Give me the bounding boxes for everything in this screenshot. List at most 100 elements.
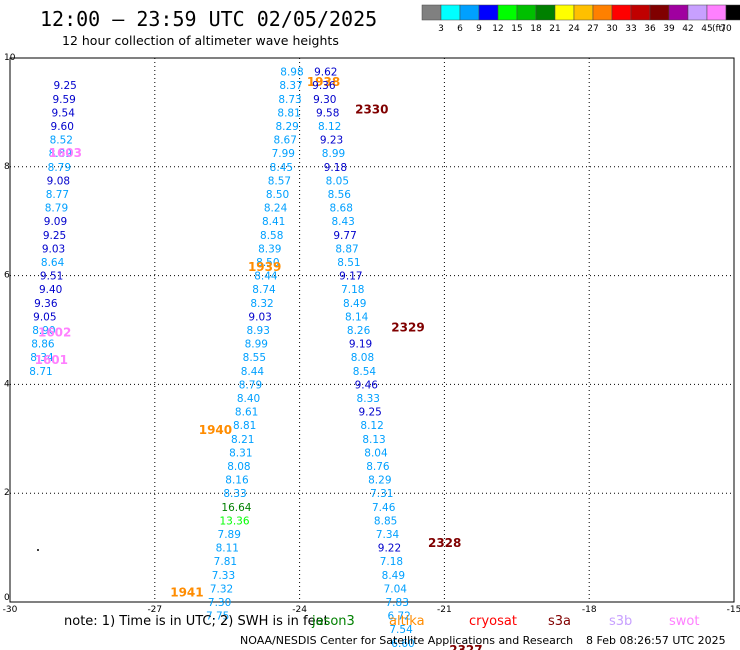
wave-height-point: 9.60 (51, 121, 74, 133)
colorbar-swatch (554, 4, 575, 21)
wave-height-point: 7.33 (212, 570, 235, 582)
timestamp-text: 8 Feb 08:26:57 UTC 2025 (586, 634, 726, 647)
wave-height-point: 9.03 (42, 243, 65, 255)
wave-height-point: 8.64 (41, 257, 65, 269)
pass-time-label: 2327 (449, 643, 482, 650)
colorbar-tick: 18 (530, 24, 542, 34)
y-tick-label: 2 (4, 488, 10, 498)
wave-height-point: 8.51 (337, 257, 360, 269)
wave-height-point: 7.99 (272, 148, 295, 160)
wave-height-point: 7.04 (384, 583, 408, 595)
pass-time-label: 1938 (307, 75, 340, 89)
wave-height-point: 9.59 (52, 94, 75, 106)
colorbar-swatch (516, 4, 537, 21)
colorbar-tick: 21 (549, 24, 560, 34)
colorbar-swatch (592, 4, 613, 21)
wave-height-point: 8.40 (237, 393, 260, 405)
wave-height-point: 9.51 (40, 271, 63, 283)
wave-height-point: 8.99 (322, 148, 345, 160)
wave-height-point: 8.79 (45, 203, 68, 215)
wave-height-point: 8.04 (364, 447, 388, 459)
wave-height-point: 9.36 (312, 80, 336, 92)
wave-height-point: 9.58 (316, 107, 339, 119)
x-tick-label: -15 (727, 605, 740, 615)
wave-height-point: 8.41 (262, 216, 285, 228)
colorbar-swatch (535, 4, 556, 21)
wave-height-point: 9.77 (333, 230, 356, 242)
stray-marker (37, 549, 39, 551)
track-2330: 9.629.36 9.309.58 8.12 9.238.99 9.188.05 8.56… (312, 67, 388, 310)
pass-time-label: 2328 (428, 536, 461, 550)
colorbar-tick: 27 (587, 24, 598, 34)
chart-subtitle: 12 hour collection of altimeter wave hei… (62, 33, 339, 48)
wave-height-point: 9.23 (320, 135, 343, 147)
colorbar-tick: 45 (701, 24, 712, 34)
footnote-note: note: 1) Time is in UTC; 2) SWH is in fe… (64, 614, 329, 629)
mission-jason3: jason3 (311, 614, 355, 629)
track-1603: 9.259.599.549.608.528.898.799.088.778.79… (39, 80, 82, 296)
colorbar-tick: 42 (682, 24, 693, 34)
colorbar-tick: 39 (663, 24, 675, 34)
wave-height-point: 9.25 (53, 80, 76, 92)
wave-height-point: 6.72 (387, 611, 410, 623)
wave-height-point: 8.13 (362, 434, 385, 446)
colorbar-tick: 3 (438, 24, 444, 34)
wave-height-point: 8.21 (231, 434, 254, 446)
pass-time-label: 1603 (49, 146, 82, 160)
wave-height-point: 8.98 (280, 67, 303, 79)
wave-height-point: 8.45 (270, 162, 293, 174)
wave-height-point: 8.71 (29, 366, 52, 378)
wave-height-point: 8.33 (357, 393, 380, 405)
colorbar-swatch (459, 4, 480, 21)
wave-height-point: 7.34 (376, 529, 400, 541)
y-tick-label: 8 (4, 162, 10, 172)
wave-height-point: 9.19 (349, 339, 372, 351)
mission-s3b: s3b (609, 614, 632, 629)
wave-height-point: 8.61 (235, 407, 258, 419)
wave-height-point: 8.50 (266, 189, 289, 201)
wave-height-point: 7.54 (389, 624, 413, 636)
wave-height-point: 8.55 (243, 352, 266, 364)
wave-height-point: 8.79 (239, 379, 262, 391)
wave-height-point: 13.36 (219, 515, 249, 527)
y-tick-label: 4 (4, 379, 10, 389)
colorbar-swatch (573, 4, 594, 21)
wave-height-point: 8.32 (250, 298, 273, 310)
mission-altika: altika (389, 614, 425, 629)
track-1939: 8.81 8.29 8.677.99 8.458.57 8.50 8.248.41 8.58… (248, 107, 301, 296)
wave-height-point: 8.08 (351, 352, 374, 364)
colorbar-swatch (630, 4, 651, 21)
wave-height-point: 8.05 (326, 175, 349, 187)
wave-height-point: 8.73 (278, 94, 301, 106)
wave-height-point: 7.46 (372, 502, 396, 514)
wave-height-point: 9.46 (355, 379, 379, 391)
colorbar-tick: 24 (568, 24, 580, 34)
track-1940: 8.329.03 8.93 8.998.55 8.448.79 8.40 8.618.81… (199, 298, 274, 500)
colorbar-unit: (ft) (712, 24, 726, 34)
plot-frame (9, 57, 735, 603)
wave-height-point: 16.64 (221, 502, 251, 514)
wave-height-point: 8.76 (366, 461, 390, 473)
colorbar-tick: 15 (511, 24, 522, 34)
colorbar-tick: 70 (720, 24, 732, 34)
colorbar-swatch (706, 4, 727, 21)
pass-time-label: 1941 (170, 586, 203, 600)
wave-height-point: 8.49 (382, 570, 405, 582)
colorbar-swatch (611, 4, 632, 21)
colorbar-swatch (649, 4, 670, 21)
wave-height-point: 9.05 (33, 311, 56, 323)
wave-height-point: 8.12 (318, 121, 341, 133)
wave-height-point: 8.12 (360, 420, 383, 432)
mission-cryosat: cryosat (469, 614, 517, 629)
pass-time-label: 1940 (199, 423, 232, 437)
mission-swot: swot (669, 614, 699, 629)
wave-height-point: 9.03 (248, 311, 271, 323)
wave-height-point: 8.54 (353, 366, 377, 378)
wave-height-point: 9.25 (43, 230, 66, 242)
colorbar-swatch (440, 4, 461, 21)
colorbar-swatch (421, 4, 442, 21)
wave-height-point: 8.37 (279, 80, 302, 92)
